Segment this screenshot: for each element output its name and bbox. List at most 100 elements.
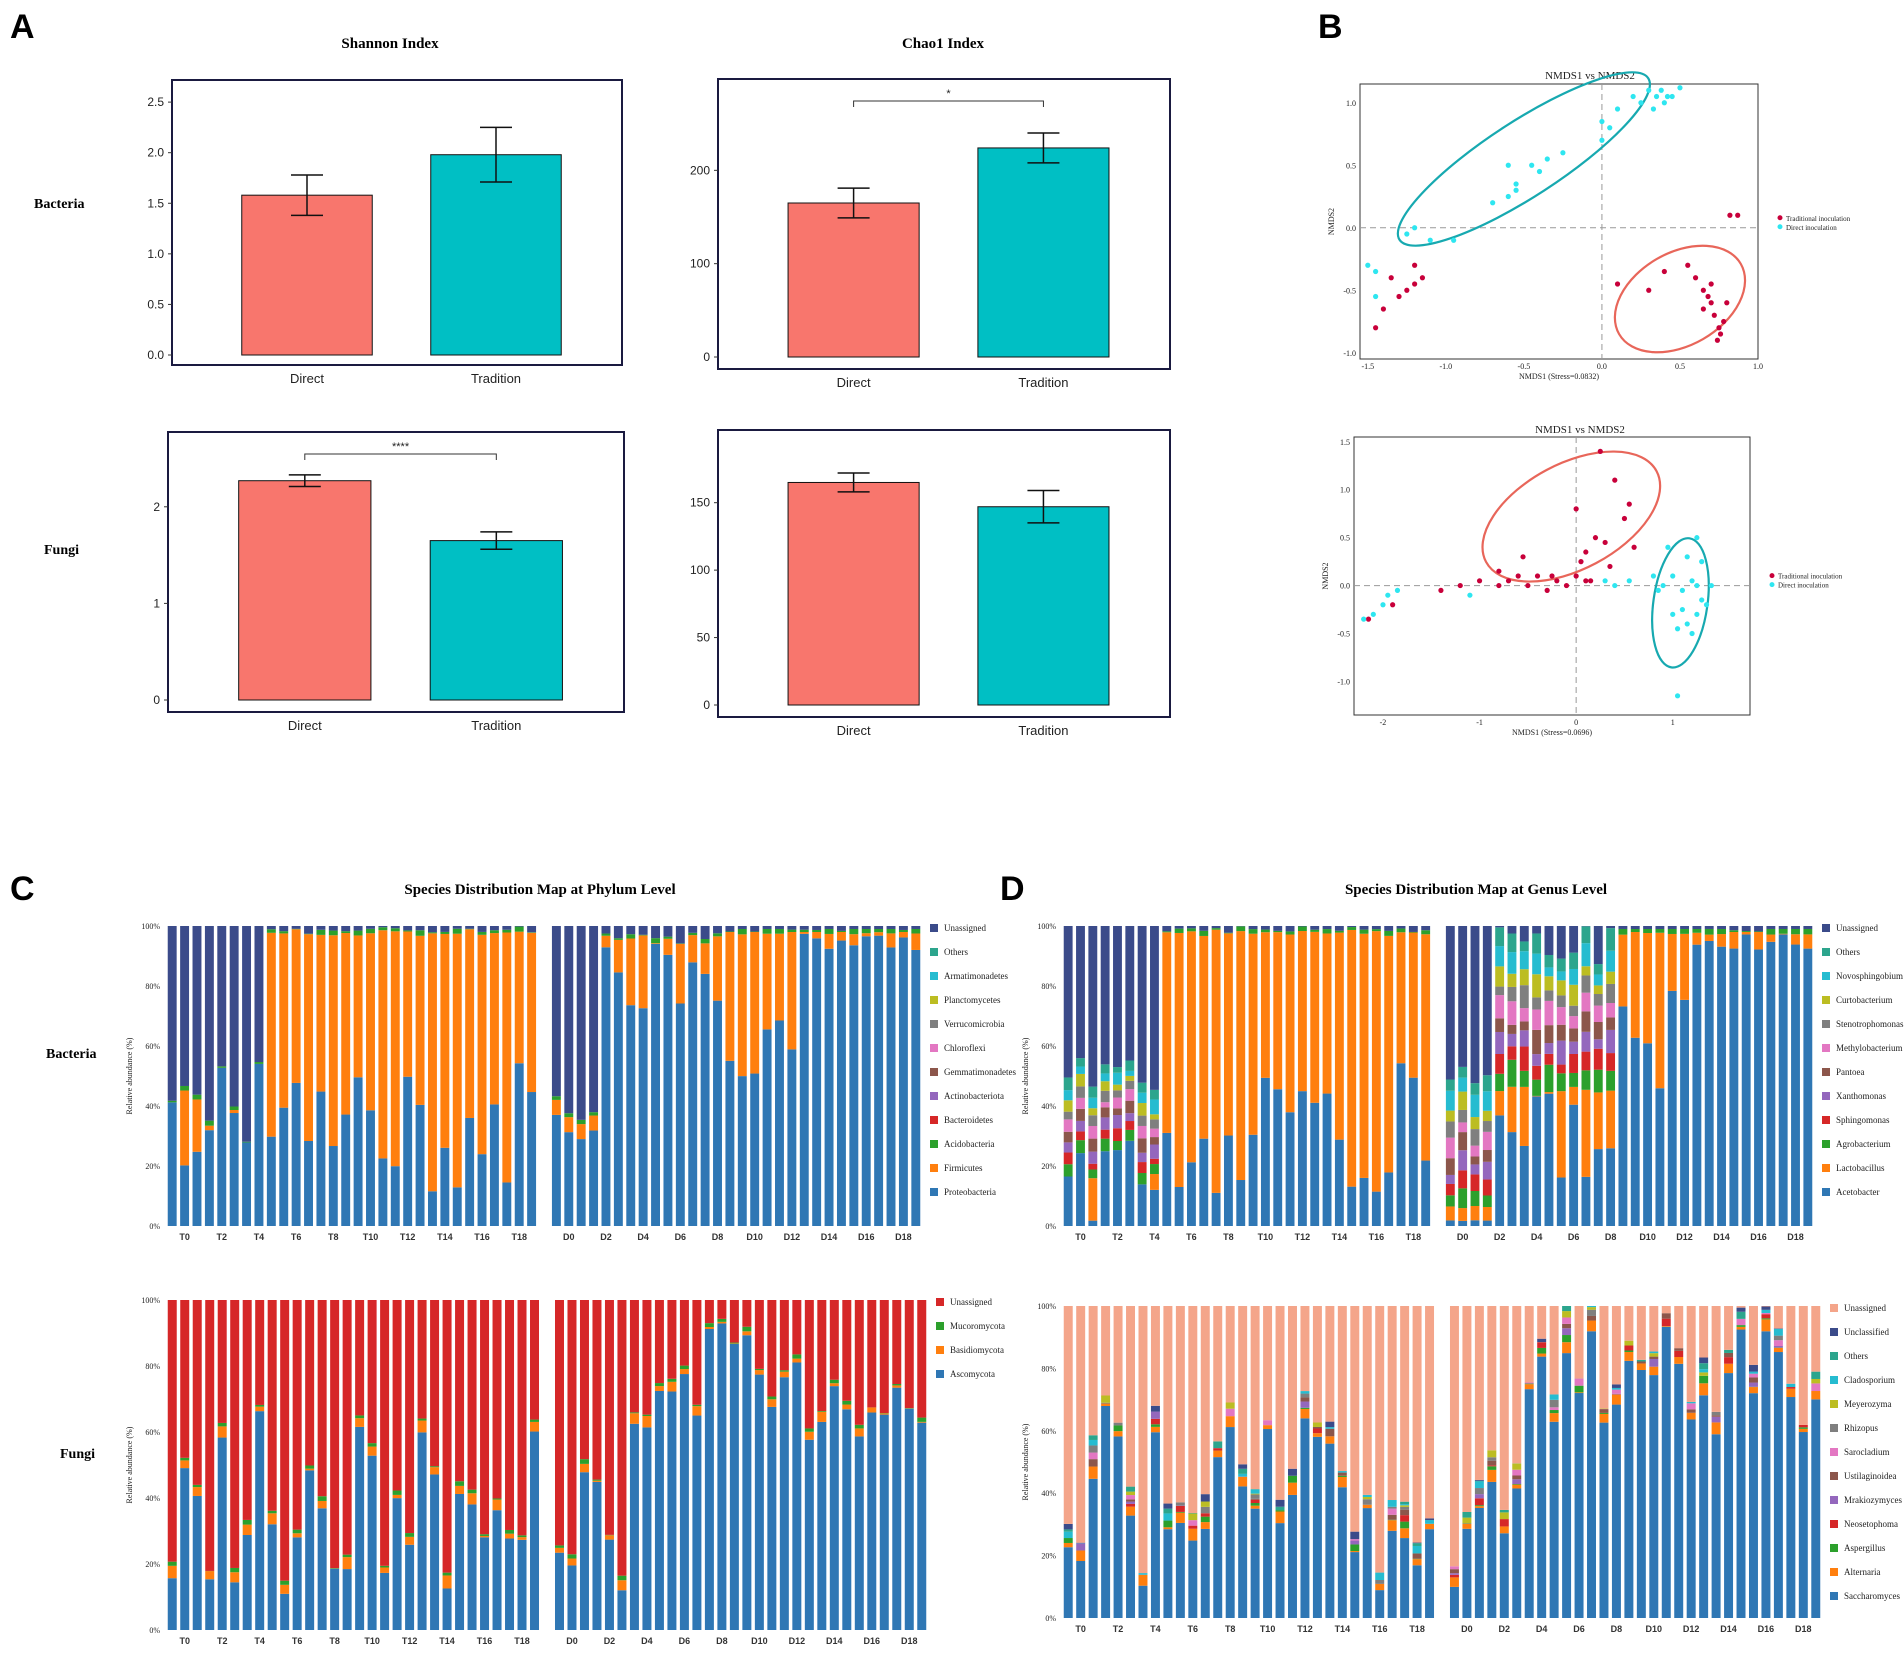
genus_fungi-segment xyxy=(1225,1416,1235,1428)
nmds_bacteria-point xyxy=(1607,125,1613,131)
genus_bacteria-segment xyxy=(1347,929,1357,1187)
phylum_fungi-segment xyxy=(192,1495,202,1630)
phylum_fungi-segment xyxy=(592,1481,602,1630)
phylum_fungi-segment xyxy=(317,1496,327,1501)
genus_fungi-segment xyxy=(1312,1436,1322,1618)
nmds_bacteria-point xyxy=(1630,93,1636,100)
phylum_bacteria-segment xyxy=(403,931,413,1077)
phylum_fungi-segment xyxy=(292,1537,302,1630)
phylum_fungi-segment xyxy=(192,1300,202,1485)
phylum_bacteria-segment xyxy=(613,938,623,940)
genus_bacteria-segment xyxy=(1556,1040,1566,1065)
genus_fungi-segment xyxy=(1325,1306,1335,1422)
phylum_fungi-legend-label: Unassigned xyxy=(950,1297,992,1307)
genus_fungi-segment xyxy=(1175,1522,1185,1618)
genus_fungi-segment xyxy=(1549,1407,1559,1411)
phylum_bacteria-ylabel: Relative abundance (%) xyxy=(125,1037,134,1114)
nmds_fungi-point xyxy=(1549,573,1555,579)
nmds_fungi-point xyxy=(1631,544,1637,550)
phylum_fungi-legend-label: Basidiomycota xyxy=(950,1345,1004,1355)
genus_bacteria-segment xyxy=(1408,926,1418,932)
genus_bacteria-segment xyxy=(1803,928,1813,935)
genus_bacteria-segment xyxy=(1137,1103,1147,1116)
phylum_bacteria-segment xyxy=(898,929,908,932)
phylum_fungi-segment xyxy=(754,1370,764,1375)
genus_fungi-segment xyxy=(1076,1550,1086,1562)
nmds_bacteria-ytick: -0.5 xyxy=(1343,286,1356,295)
genus_fungi-segment xyxy=(1599,1409,1609,1413)
nmds_fungi-legend-label: Direct inoculation xyxy=(1778,582,1829,590)
genus_bacteria-segment xyxy=(1519,1086,1529,1146)
phylum_fungi-segment xyxy=(704,1323,714,1327)
genus_bacteria-segment xyxy=(1113,1150,1122,1226)
genus_bacteria-segment xyxy=(1063,1090,1073,1101)
genus_fungi-segment xyxy=(1175,1502,1185,1506)
genus_fungi-segment xyxy=(1350,1531,1360,1540)
nmds_fungi-point xyxy=(1689,578,1695,584)
genus_bacteria-segment xyxy=(1470,1164,1480,1175)
phylum_bacteria-segment xyxy=(390,926,400,929)
phylum_fungi-segment xyxy=(904,1408,914,1630)
phylum_bacteria-ytick: 20% xyxy=(145,1162,160,1171)
phylum_fungi-segment xyxy=(854,1428,864,1437)
genus_bacteria-legend-label: Sphingomonas xyxy=(1836,1115,1890,1125)
phylum_bacteria-segment xyxy=(204,1125,214,1131)
phylum_bacteria-segment xyxy=(403,930,413,932)
chao1_bacteria-ytick: 200 xyxy=(690,163,710,177)
genus_fungi-segment xyxy=(1288,1482,1297,1495)
genus_bacteria-segment xyxy=(1606,950,1616,972)
genus_fungi-segment xyxy=(1699,1375,1709,1384)
phylum_fungi-segment xyxy=(779,1371,789,1378)
phylum_fungi-segment xyxy=(317,1508,327,1630)
phylum_fungi-segment xyxy=(654,1383,664,1387)
genus_bacteria-segment xyxy=(1495,1073,1505,1092)
genus_fungi-segment xyxy=(1449,1306,1459,1567)
phylum_fungi-segment xyxy=(517,1537,527,1540)
genus_fungi-legend-label: Cladosporium xyxy=(1844,1375,1895,1385)
genus_fungi-segment xyxy=(1200,1516,1210,1523)
phylum_bacteria-segment xyxy=(514,926,524,932)
phylum_bacteria-segment xyxy=(180,1090,190,1166)
genus_bacteria-xtick: T2 xyxy=(1112,1232,1123,1242)
genus_fungi-chart: 0%20%40%60%80%100%Relative abundance (%)… xyxy=(1021,1302,1902,1634)
genus_bacteria-segment xyxy=(1606,1029,1616,1054)
phylum_bacteria-xtick: T6 xyxy=(291,1232,302,1242)
phylum_bacteria-segment xyxy=(204,926,214,1121)
genus_bacteria-legend-swatch xyxy=(1822,996,1830,1004)
phylum_bacteria-segment xyxy=(502,929,512,933)
genus_bacteria-xtick: D14 xyxy=(1713,1232,1730,1242)
genus_bacteria-segment xyxy=(1544,990,1554,1001)
phylum_bacteria-segment xyxy=(626,938,636,1006)
genus_fungi-legend-swatch xyxy=(1830,1400,1838,1408)
phylum_fungi-segment xyxy=(567,1554,577,1559)
genus_bacteria-segment xyxy=(1063,1131,1073,1143)
phylum_bacteria-segment xyxy=(477,934,487,1155)
phylum_bacteria-segment xyxy=(564,1113,574,1118)
phylum_bacteria-legend-label: Chloroflexi xyxy=(944,1043,986,1053)
genus_fungi-segment xyxy=(1250,1494,1260,1499)
genus_bacteria-segment xyxy=(1458,1122,1468,1133)
phylum_bacteria-xtick: T10 xyxy=(363,1232,379,1242)
genus_bacteria-segment xyxy=(1606,1090,1616,1149)
genus_bacteria-segment xyxy=(1507,1001,1517,1025)
phylum_bacteria-legend-swatch xyxy=(930,1020,938,1028)
genus_fungi-segment xyxy=(1449,1586,1459,1618)
genus_bacteria-legend-swatch xyxy=(1822,1188,1830,1196)
genus_fungi-segment xyxy=(1275,1523,1285,1618)
genus_bacteria-segment xyxy=(1593,1022,1603,1040)
genus_fungi-segment xyxy=(1163,1529,1173,1618)
nmds_bacteria-xlabel: NMDS1 (Stress=0.0832) xyxy=(1519,372,1599,381)
genus_fungi-segment xyxy=(1113,1422,1123,1426)
phylum_fungi-segment xyxy=(467,1300,477,1490)
genus_bacteria-segment xyxy=(1260,932,1270,1078)
phylum_fungi-segment xyxy=(817,1421,827,1630)
genus_fungi-segment xyxy=(1188,1540,1198,1618)
genus_bacteria-segment xyxy=(1507,973,1517,987)
phylum_bacteria-segment xyxy=(328,1146,338,1226)
genus_fungi-segment xyxy=(1487,1466,1497,1470)
genus_bacteria-segment xyxy=(1630,926,1640,930)
genus_bacteria-segment xyxy=(1581,975,1591,993)
genus_bacteria-segment xyxy=(1507,1033,1517,1047)
genus_fungi-xtick: T2 xyxy=(1113,1624,1124,1634)
genus_bacteria-segment xyxy=(1544,1000,1554,1026)
